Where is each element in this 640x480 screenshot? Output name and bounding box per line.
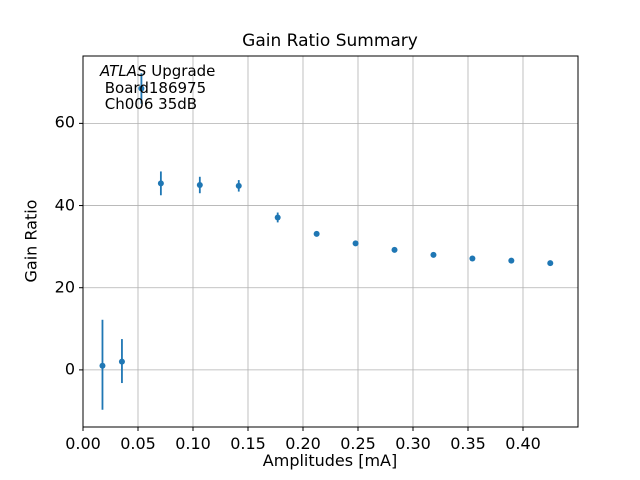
annotation-line-1: ATLAS Upgrade (100, 63, 215, 80)
data-point (235, 182, 242, 189)
x-tick-label: 0.25 (340, 434, 376, 453)
x-tick-label: 0.30 (395, 434, 431, 453)
y-tick-label: 0 (64, 359, 75, 379)
data-point (430, 251, 437, 258)
data-point (157, 180, 164, 187)
y-tick-label: 60 (54, 112, 75, 132)
data-point (138, 85, 145, 92)
y-tick-label: 40 (54, 195, 75, 215)
data-point (118, 358, 125, 365)
x-tick-label: 0.40 (505, 434, 541, 453)
data-point (274, 214, 281, 221)
data-point (196, 182, 203, 189)
annotation-board-id: Board186975 (100, 78, 207, 97)
axes-spines (82, 55, 579, 428)
x-axis-label: Amplitudes [mA] (262, 451, 398, 470)
x-tick-label: 0.00 (65, 434, 101, 453)
x-tick-label: 0.05 (120, 434, 156, 453)
data-point (99, 362, 106, 369)
data-point (547, 260, 554, 267)
x-tick-label: 0.35 (450, 434, 486, 453)
data-point (391, 246, 398, 253)
data-point (469, 255, 476, 262)
x-tick-label: 0.10 (175, 434, 211, 453)
y-tick-label: 20 (54, 277, 75, 297)
x-tick-label: 0.20 (285, 434, 321, 453)
plot-annotation: ATLAS Upgrade Board186975 Ch006 35dB (100, 63, 215, 113)
data-point (352, 240, 359, 247)
data-point (313, 230, 320, 237)
annotation-upgrade-text: Upgrade (146, 62, 216, 80)
annotation-channel-gain: Ch006 35dB (100, 95, 198, 113)
annotation-experiment-name: ATLAS (100, 62, 147, 80)
data-point (508, 257, 515, 264)
y-axis-label: Gain Ratio (21, 199, 41, 283)
chart-title: Gain Ratio Summary (242, 31, 418, 51)
x-tick-label: 0.15 (230, 434, 266, 453)
